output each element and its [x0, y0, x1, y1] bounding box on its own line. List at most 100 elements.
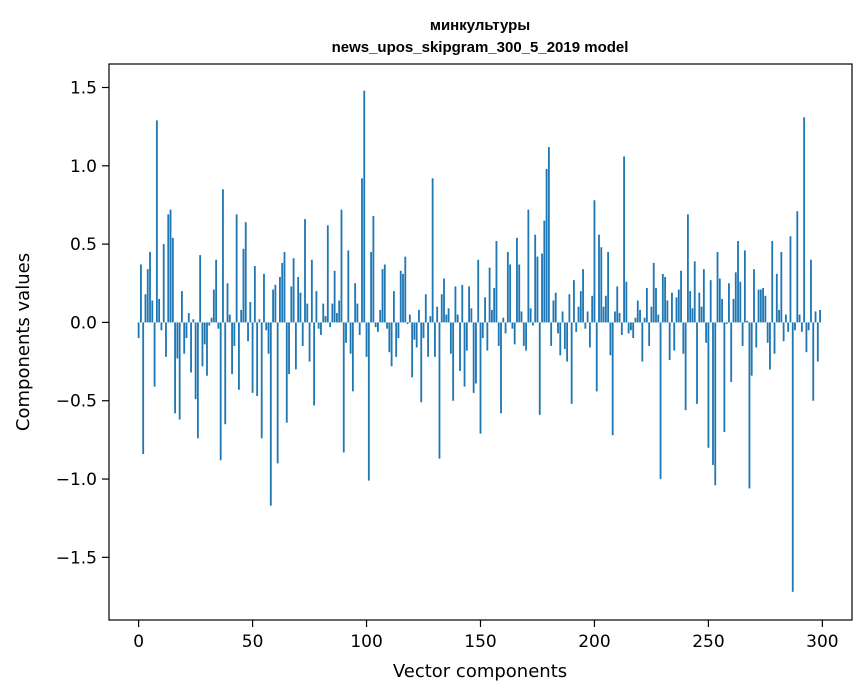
bar	[431, 178, 434, 323]
bar	[623, 156, 625, 323]
bar	[181, 291, 183, 323]
bar	[650, 306, 653, 323]
bar	[561, 311, 564, 323]
bar	[363, 90, 366, 323]
bar	[169, 209, 172, 323]
bar	[816, 322, 819, 362]
bar	[536, 256, 539, 323]
bar	[502, 317, 505, 323]
bar	[798, 314, 801, 323]
bar	[766, 322, 769, 343]
x-tick-label: 250	[692, 632, 724, 652]
bar	[486, 322, 489, 351]
bar	[424, 294, 427, 323]
bar	[575, 322, 578, 332]
bar	[693, 261, 696, 323]
bar	[755, 322, 758, 348]
bar	[625, 281, 628, 323]
bar	[317, 322, 320, 329]
bar	[782, 322, 785, 342]
bar	[463, 322, 466, 387]
bar	[178, 322, 181, 420]
bar	[714, 322, 717, 486]
bar	[477, 259, 480, 323]
bar	[636, 300, 639, 323]
bar	[162, 244, 165, 323]
bar	[415, 322, 418, 348]
bar	[404, 256, 407, 323]
bar	[686, 214, 689, 323]
bar	[456, 314, 459, 323]
bar	[215, 259, 218, 323]
x-tick-label: 150	[464, 632, 496, 652]
bar	[411, 322, 414, 378]
bar	[602, 306, 605, 323]
y-axis-label: Components values	[13, 253, 34, 431]
bar	[677, 289, 680, 323]
bar	[418, 309, 420, 323]
bar	[534, 234, 537, 323]
bar	[283, 251, 286, 323]
bar	[265, 322, 268, 331]
bar	[814, 311, 817, 323]
bar	[479, 322, 482, 434]
bar	[294, 322, 297, 370]
bar	[509, 264, 512, 323]
bar	[652, 262, 655, 323]
bar	[361, 178, 363, 323]
bar-series	[137, 90, 821, 592]
bar	[689, 291, 692, 323]
bar	[518, 264, 521, 323]
bar	[762, 287, 765, 323]
bar	[709, 280, 712, 323]
bar	[759, 289, 762, 323]
bar	[438, 322, 441, 459]
bar	[545, 168, 548, 323]
bar	[684, 322, 687, 411]
bar	[313, 322, 316, 406]
bar	[235, 214, 238, 323]
bar	[212, 289, 215, 323]
bar	[342, 322, 345, 453]
bar	[329, 322, 331, 328]
bar	[784, 314, 787, 323]
bar	[664, 277, 667, 323]
bar	[379, 309, 382, 323]
bar	[429, 316, 432, 323]
bar	[721, 298, 723, 323]
bar	[634, 317, 637, 323]
bar	[174, 322, 176, 414]
bar	[748, 322, 751, 489]
bar	[347, 250, 350, 323]
bar	[279, 277, 281, 323]
bar	[206, 322, 208, 376]
bar	[388, 322, 391, 353]
bar	[190, 322, 192, 373]
bar	[484, 297, 486, 323]
bar	[643, 317, 646, 323]
bar	[304, 219, 306, 323]
bar	[618, 313, 621, 323]
bar	[554, 292, 557, 323]
bar	[771, 240, 774, 323]
bar	[661, 273, 664, 323]
bar	[691, 308, 694, 323]
bar	[167, 214, 170, 323]
bar	[680, 270, 682, 323]
bar	[639, 309, 641, 323]
x-axis-label: Vector components	[393, 661, 567, 682]
bar	[155, 120, 158, 323]
bar	[541, 253, 543, 323]
bar	[253, 266, 256, 323]
y-tick-label: −1.5	[56, 548, 97, 568]
bar	[427, 322, 429, 357]
bar	[176, 322, 179, 359]
bar	[374, 322, 377, 328]
bar	[244, 222, 247, 323]
bar	[185, 322, 188, 339]
bar	[434, 322, 436, 357]
bar	[577, 306, 580, 323]
bar	[301, 322, 304, 346]
